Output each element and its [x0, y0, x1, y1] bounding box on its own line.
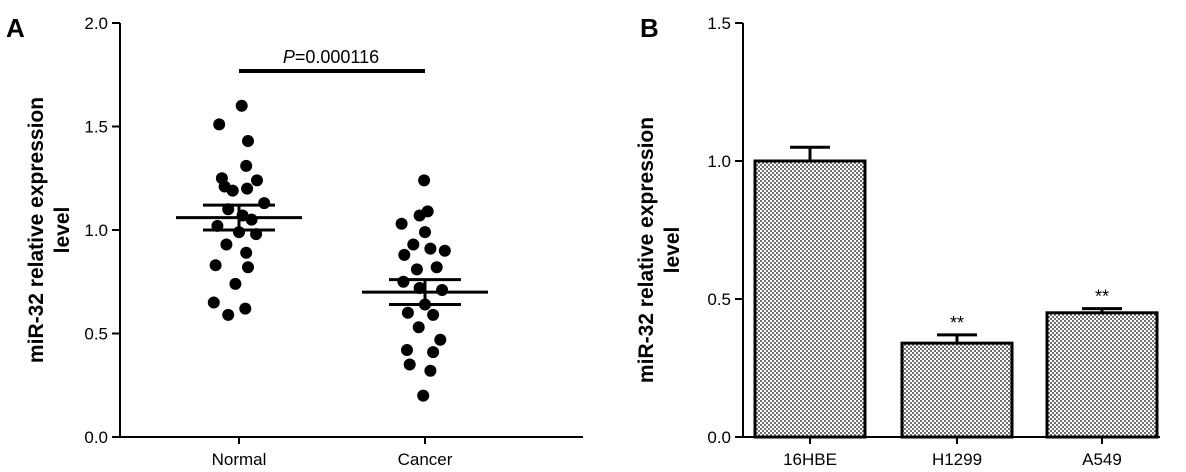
data-point: [410, 263, 423, 276]
data-point: [395, 217, 408, 230]
panel-b-y-tick-label: 0.0: [707, 428, 731, 447]
panel-b-x-tick-label: A549: [1082, 450, 1122, 469]
data-point: [213, 118, 226, 131]
panel-a-points: [207, 99, 451, 402]
data-point: [401, 306, 414, 319]
data-point: [242, 134, 254, 147]
data-point: [258, 197, 271, 210]
panel-a-ylabel-line-1: miR-32 relative expression: [25, 97, 48, 363]
data-point: [401, 344, 413, 357]
p-value-label: P=0.000116: [283, 47, 379, 67]
panel-b-bars: ** **: [753, 145, 1159, 439]
data-point: [241, 182, 254, 195]
panel-a-y-tick-label: 1.5: [84, 118, 108, 137]
panel-a-ylabel-line-2: level: [51, 207, 74, 254]
panel-a-x-tick-label: Cancer: [398, 450, 453, 469]
panel-b-x-tick-label: H1299: [932, 450, 982, 469]
panel-b-y-tick-label: 0.5: [707, 290, 731, 309]
significance-marker: **: [1095, 287, 1109, 307]
data-point: [421, 205, 434, 218]
data-point: [240, 159, 253, 172]
data-point: [427, 308, 440, 321]
data-point: [419, 226, 431, 239]
data-point: [226, 184, 239, 197]
panel-a-scatter-chart: A miR-32 relative expression level 0.00.…: [6, 13, 583, 469]
panel-a-letter: A: [6, 13, 25, 43]
data-point: [242, 261, 254, 274]
significance-marker: **: [950, 313, 964, 333]
data-point: [417, 389, 430, 402]
data-point: [430, 261, 443, 274]
data-point: [220, 238, 233, 251]
data-point: [424, 364, 437, 377]
panel-a-axes: 0.0 0.5 1.0 1.5 2.0 Normal Cancer: [84, 14, 583, 469]
panel-b-y-tick-label: 1.0: [707, 152, 731, 171]
panel-b-ylabel-line-1: miR-32 relative expression: [635, 117, 658, 383]
data-point: [403, 358, 416, 371]
panel-a-y-tick-label: 2.0: [84, 14, 108, 33]
data-point: [209, 259, 222, 272]
data-point: [438, 244, 451, 257]
panel-b-x-tick-label: 16HBE: [783, 450, 837, 469]
data-point: [245, 213, 258, 226]
data-point: [239, 302, 252, 315]
data-point: [397, 275, 410, 288]
panel-a-y-tick-label: 0.0: [84, 428, 108, 447]
panel-b-ylabel-line-2: level: [661, 227, 684, 274]
data-point: [207, 296, 220, 309]
panel-b-bar-chart: B miR-32 relative expression level **** …: [635, 13, 1160, 469]
data-point: [240, 246, 253, 259]
data-point: [251, 174, 263, 187]
bar-a549: [1045, 311, 1159, 439]
data-point: [434, 333, 447, 346]
data-point: [418, 174, 431, 187]
panel-a-significance: P=0.000116: [239, 47, 425, 73]
data-point: [407, 238, 420, 251]
data-point: [412, 321, 425, 334]
bar-h1299: [900, 341, 1014, 439]
panel-b-axes: 16HBE H1299 A549 0.0 0.5 1.0 1.5: [707, 14, 1160, 469]
panel-a-x-tick-label: Normal: [212, 450, 267, 469]
panel-b-y-tick-label: 1.5: [707, 14, 731, 33]
data-point: [424, 242, 437, 255]
panel-a-mean-sem: [176, 203, 488, 307]
panel-b-letter: B: [640, 13, 659, 43]
panel-a-y-tick-label: 0.5: [84, 325, 108, 344]
data-point: [229, 277, 242, 290]
data-point: [398, 248, 411, 261]
data-point: [235, 99, 248, 112]
data-point: [436, 284, 449, 297]
data-point: [222, 308, 235, 321]
data-point: [427, 346, 440, 359]
panel-a-y-tick-label: 1.0: [84, 221, 108, 240]
bar-16hbe: [753, 159, 867, 439]
